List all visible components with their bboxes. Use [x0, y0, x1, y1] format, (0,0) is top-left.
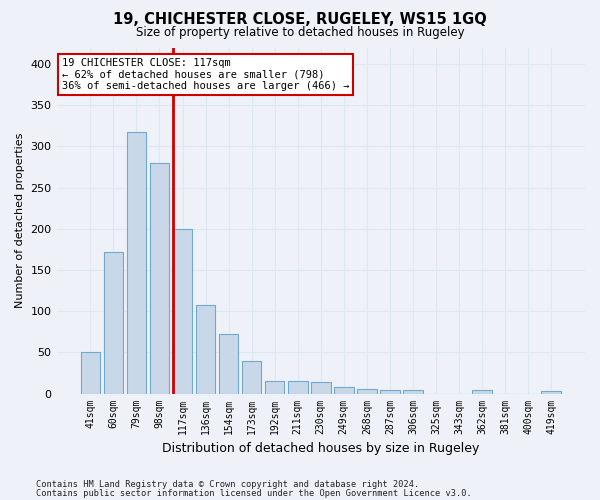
Bar	[334, 387, 353, 394]
Bar	[265, 381, 284, 394]
Bar	[149, 163, 169, 394]
Bar	[173, 229, 193, 394]
Bar	[288, 381, 308, 394]
Bar	[541, 391, 561, 394]
Bar	[357, 388, 377, 394]
Bar	[127, 132, 146, 394]
Bar	[472, 390, 492, 394]
Text: Contains HM Land Registry data © Crown copyright and database right 2024.: Contains HM Land Registry data © Crown c…	[36, 480, 419, 489]
Bar	[380, 390, 400, 394]
Bar	[80, 352, 100, 394]
Text: 19 CHICHESTER CLOSE: 117sqm
← 62% of detached houses are smaller (798)
36% of se: 19 CHICHESTER CLOSE: 117sqm ← 62% of det…	[62, 58, 349, 91]
Bar	[104, 252, 123, 394]
Y-axis label: Number of detached properties: Number of detached properties	[15, 133, 25, 308]
Text: Size of property relative to detached houses in Rugeley: Size of property relative to detached ho…	[136, 26, 464, 39]
X-axis label: Distribution of detached houses by size in Rugeley: Distribution of detached houses by size …	[162, 442, 479, 455]
Text: Contains public sector information licensed under the Open Government Licence v3: Contains public sector information licen…	[36, 488, 472, 498]
Bar	[219, 334, 238, 394]
Bar	[196, 304, 215, 394]
Bar	[403, 390, 423, 394]
Bar	[311, 382, 331, 394]
Bar	[242, 360, 262, 394]
Text: 19, CHICHESTER CLOSE, RUGELEY, WS15 1GQ: 19, CHICHESTER CLOSE, RUGELEY, WS15 1GQ	[113, 12, 487, 28]
